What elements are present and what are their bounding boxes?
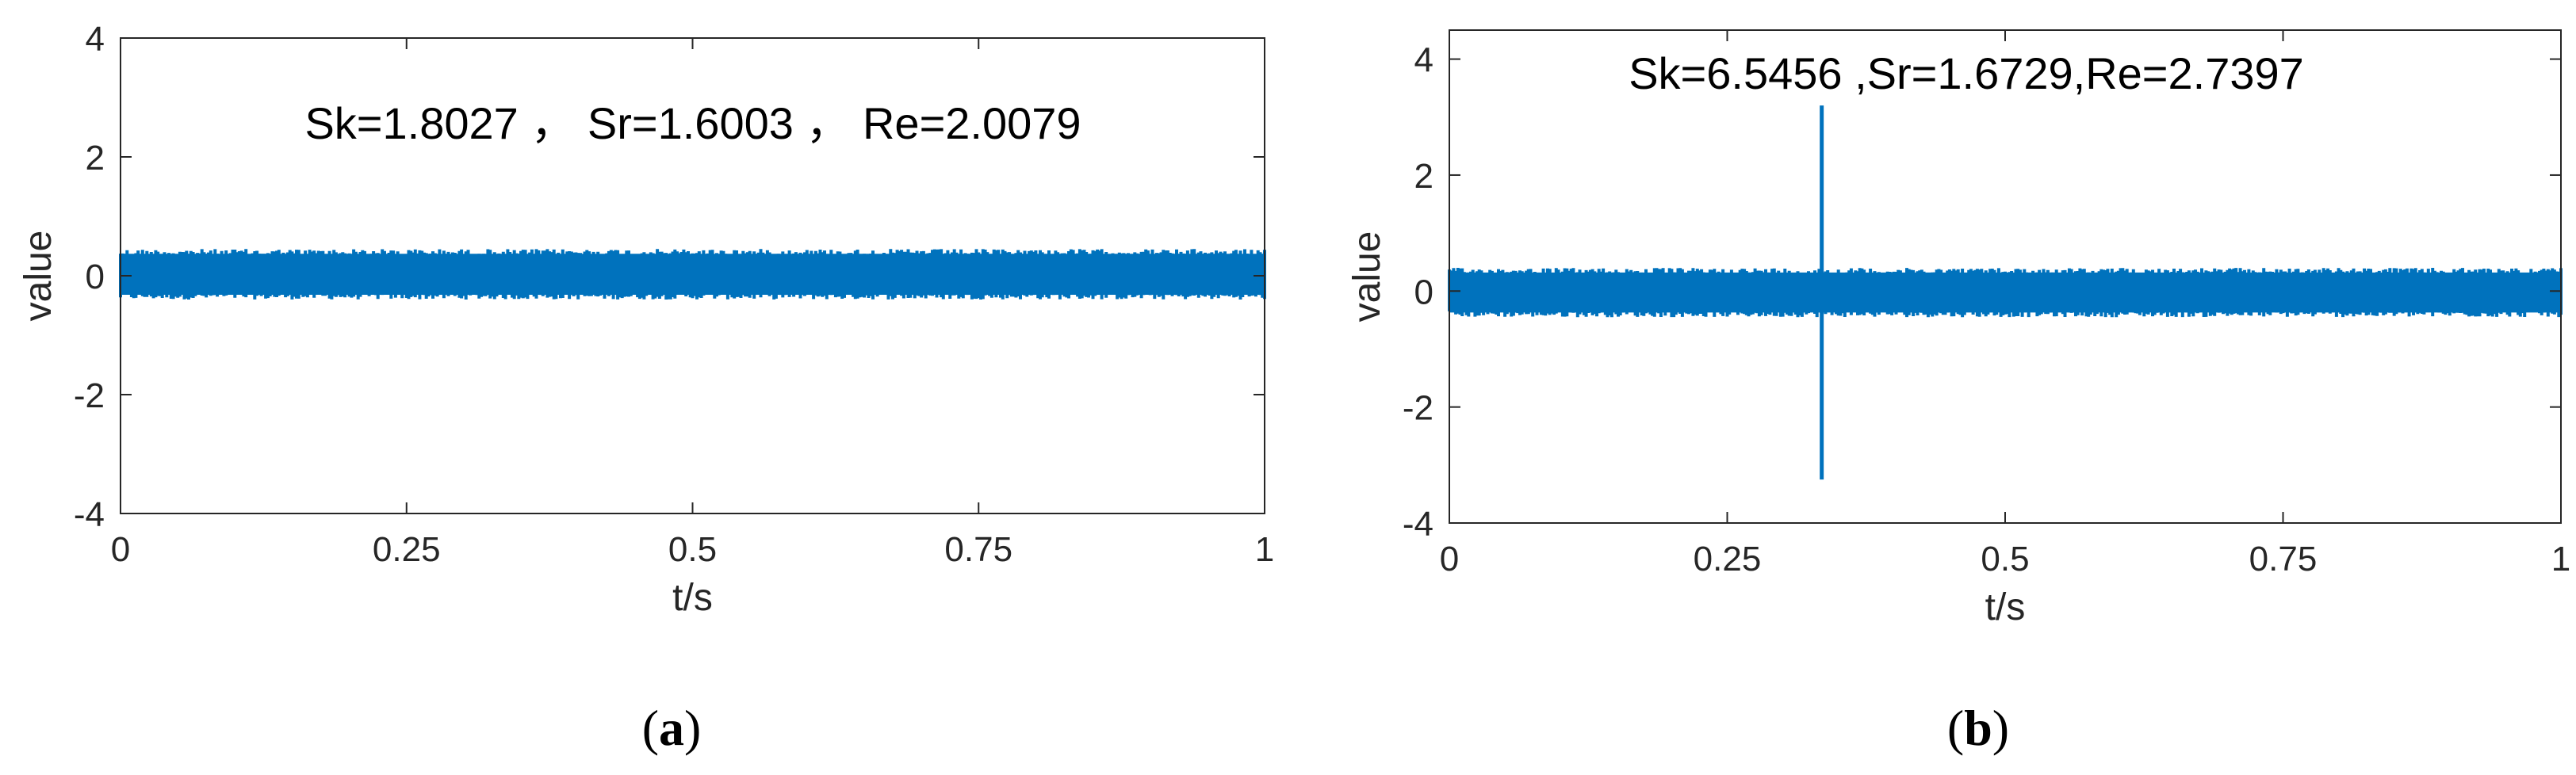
noise-band-core xyxy=(121,254,1265,295)
y-tick-label: -2 xyxy=(1403,389,1433,428)
x-axis-label: t/s xyxy=(1985,586,2026,628)
x-tick-label: 0 xyxy=(111,530,130,569)
x-tick-label: 0.5 xyxy=(668,530,717,569)
chart-panel-b: 0 0.25 0.5 0.75 1 -4 -2 0 2 4 t/s value Sk=6.5456 ,S… xyxy=(1346,29,2570,756)
y-tick-label: 4 xyxy=(86,20,105,59)
signal-series xyxy=(119,249,1266,300)
x-tick-label: 0 xyxy=(1440,540,1459,578)
y-tick-label: 4 xyxy=(1414,41,1433,80)
y-tick-label: 0 xyxy=(1414,273,1433,311)
y-axis-label: value xyxy=(17,231,59,322)
y-tick-label: 0 xyxy=(86,258,105,296)
x-tick-label: 0.25 xyxy=(373,530,441,569)
x-tick-label: 1 xyxy=(1255,530,1274,569)
x-axis-label: t/s xyxy=(672,577,713,619)
x-tick-label: 0.75 xyxy=(944,530,1012,569)
x-tick-label: 0.75 xyxy=(2249,540,2318,578)
y-tick-label: 2 xyxy=(1414,157,1433,196)
statistics-annotation: Sk=6.5456 ,Sr=1.6729,Re=2.7397 xyxy=(1629,48,2304,98)
noise-band-core xyxy=(1449,272,2561,313)
signal-series xyxy=(1448,105,2563,480)
y-tick-label: -4 xyxy=(74,495,105,534)
y-tick-label: -2 xyxy=(74,376,105,415)
x-tick-label: 1 xyxy=(2551,540,2570,578)
panel-caption: (b) xyxy=(1947,700,2009,756)
y-tick-label: 2 xyxy=(86,139,105,178)
y-axis-label: value xyxy=(1346,231,1388,323)
panel-caption: (a) xyxy=(642,700,702,756)
chart-panel-a: 0 0.25 0.5 0.75 1 -4 -2 0 2 4 t/s value Sk=1.8027 ， … xyxy=(17,20,1274,756)
x-tick-label: 0.5 xyxy=(1981,540,2029,578)
y-tick-label: -4 xyxy=(1403,505,1433,544)
statistics-annotation: Sk=1.8027 ， Sr=1.6003 ， Re=2.0079 xyxy=(304,98,1081,148)
x-tick-label: 0.25 xyxy=(1694,540,1762,578)
